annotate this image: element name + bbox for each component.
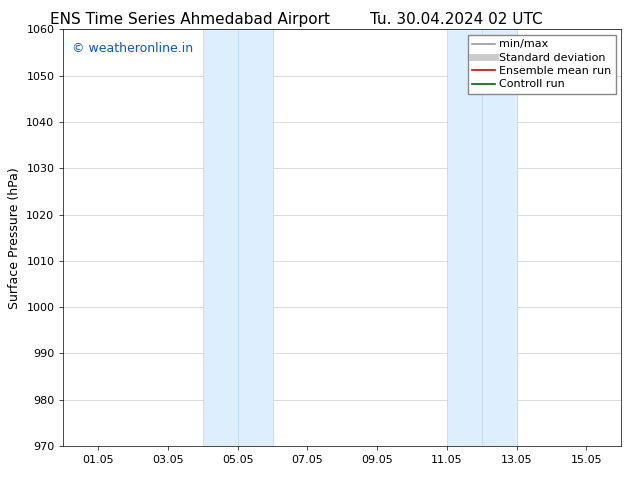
Bar [447, 29, 517, 446]
Text: ENS Time Series Ahmedabad Airport: ENS Time Series Ahmedabad Airport [50, 12, 330, 27]
Legend: min/max, Standard deviation, Ensemble mean run, Controll run: min/max, Standard deviation, Ensemble me… [468, 35, 616, 94]
Text: Tu. 30.04.2024 02 UTC: Tu. 30.04.2024 02 UTC [370, 12, 543, 27]
Y-axis label: Surface Pressure (hPa): Surface Pressure (hPa) [8, 167, 21, 309]
Bar [203, 29, 273, 446]
Text: © weatheronline.in: © weatheronline.in [72, 42, 193, 55]
